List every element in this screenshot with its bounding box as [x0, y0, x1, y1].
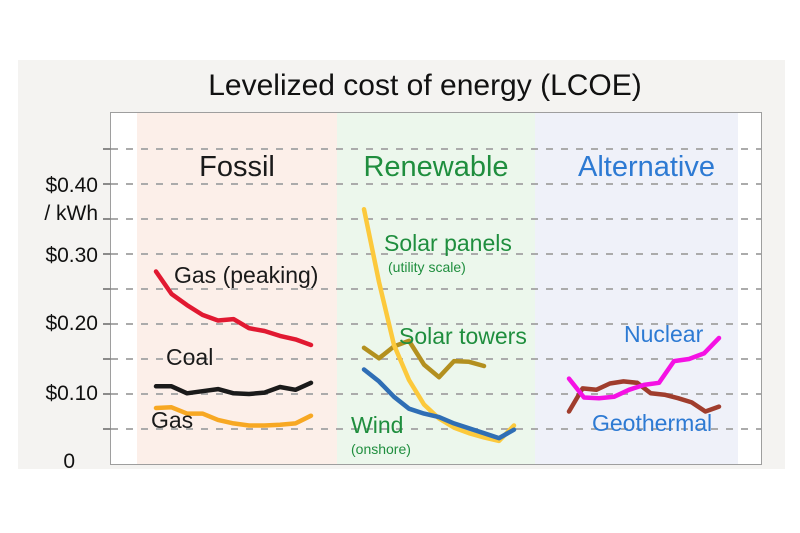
label-wind-sub: (onshore) [351, 441, 411, 457]
chart-panel: Levelized cost of energy (LCOE) $0.40 / … [18, 60, 785, 469]
group-header-alternative: Alternative [577, 151, 715, 183]
group-header-fossil: Fossil [199, 151, 275, 183]
series-line-nuclear [566, 335, 722, 401]
label-solar-panels: Solar panels [384, 230, 512, 256]
series-line-solar-towers [361, 338, 487, 380]
y-axis-unit-label: / kWh [44, 202, 98, 225]
series-line-wind [361, 367, 517, 441]
label-solar-towers: Solar towers [399, 323, 527, 349]
label-gas-peaking: Gas (peaking) [174, 262, 319, 288]
label-solar-panels-sub: (utility scale) [388, 259, 466, 275]
y-tick-label-0: 0 [63, 450, 75, 469]
series-line-gas [153, 405, 314, 428]
label-nuclear: Nuclear [624, 321, 704, 347]
series-line-geothermal [566, 379, 722, 414]
y-tick-label-030: $0.30 [45, 244, 98, 267]
label-gas: Gas [151, 407, 194, 433]
chart-title: Levelized cost of energy (LCOE) [208, 69, 642, 102]
label-wind: Wind [351, 412, 404, 438]
plot-canvas [103, 113, 761, 464]
group-header-renewable: Renewable [363, 151, 509, 183]
label-geothermal: Geothermal [592, 410, 713, 436]
y-tick-label-040: $0.40 [45, 174, 98, 197]
y-tick-label-010: $0.10 [45, 382, 98, 405]
label-coal: Coal [166, 344, 214, 370]
series-line-coal [153, 380, 314, 397]
y-tick-label-020: $0.20 [45, 312, 98, 335]
series-line-gas-peaking [153, 269, 314, 348]
plot-area: Fossil Renewable Alternative Gas (peakin… [103, 112, 762, 465]
